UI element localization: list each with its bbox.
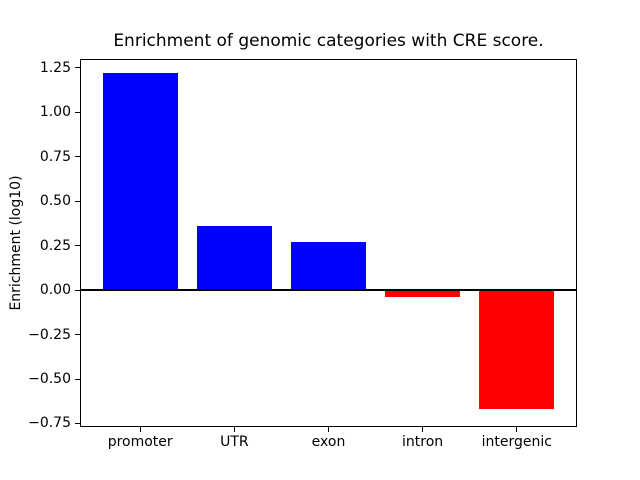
y-tick-mark xyxy=(75,111,80,113)
y-tick-mark xyxy=(75,289,80,291)
bar-intron xyxy=(385,290,461,298)
y-tick-mark xyxy=(75,422,80,424)
x-tick-mark xyxy=(328,427,329,432)
bar-promoter xyxy=(102,73,178,291)
bar-intergenic xyxy=(479,290,555,410)
y-tick-label: 0.25 xyxy=(39,237,71,254)
zero-baseline xyxy=(80,289,577,292)
x-tick-mark xyxy=(233,427,235,432)
y-tick-mark xyxy=(75,245,80,247)
y-tick-mark xyxy=(75,156,80,158)
y-tick-label: −0.25 xyxy=(28,326,71,343)
y-tick-label: −0.75 xyxy=(28,415,71,432)
y-tick-mark xyxy=(75,67,80,69)
y-tick-label: 0.50 xyxy=(39,193,71,210)
chart-title: Enrichment of genomic categories with CR… xyxy=(113,31,544,51)
y-tick-label: 0.00 xyxy=(39,282,71,299)
y-tick-mark xyxy=(75,200,80,202)
x-tick-label-intron: intron xyxy=(402,434,444,450)
x-tick-mark xyxy=(516,427,518,432)
y-tick-mark xyxy=(75,334,80,336)
y-tick-label: 1.00 xyxy=(39,104,71,121)
x-tick-mark xyxy=(139,427,141,432)
x-tick-label-promoter: promoter xyxy=(107,434,173,450)
y-tick-mark xyxy=(75,378,80,380)
y-tick-label: 0.75 xyxy=(39,148,71,165)
x-tick-label-exon: exon xyxy=(311,434,346,450)
x-tick-label-UTR: UTR xyxy=(220,434,249,450)
bar-exon xyxy=(290,242,367,291)
bar-UTR xyxy=(196,226,272,291)
x-tick-label-intergenic: intergenic xyxy=(481,434,552,450)
y-tick-label: 1.25 xyxy=(39,59,71,76)
x-tick-mark xyxy=(422,427,424,432)
y-tick-label: −0.50 xyxy=(28,371,71,387)
